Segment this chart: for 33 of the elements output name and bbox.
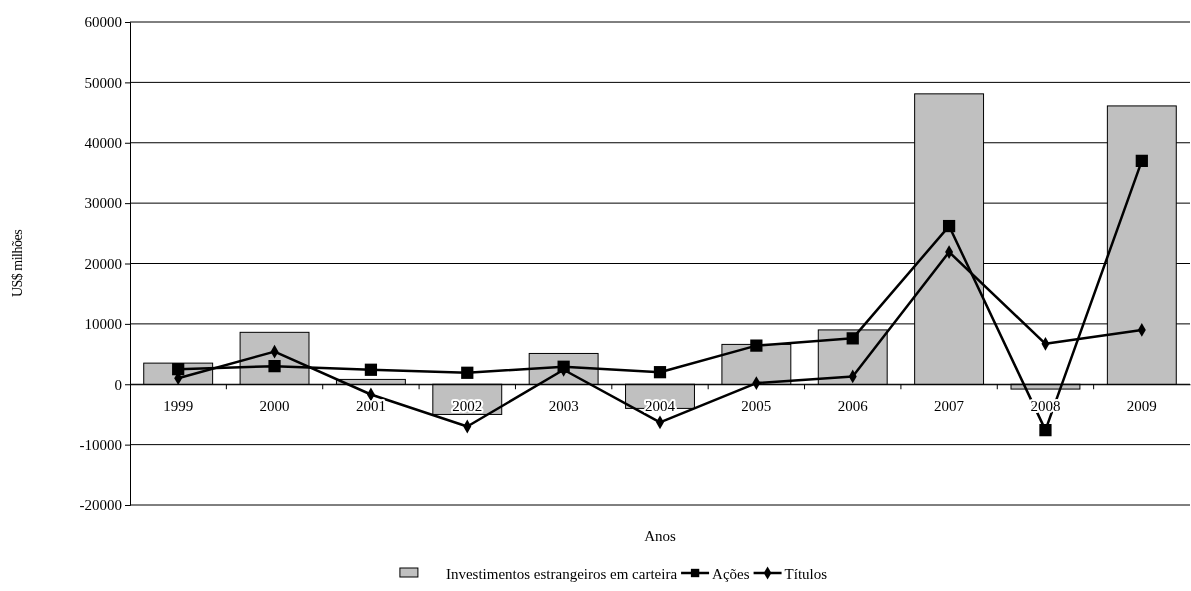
y-tick-label: 0 xyxy=(114,376,122,393)
point xyxy=(461,366,474,379)
y-tick-label: -20000 xyxy=(79,497,122,514)
point xyxy=(653,366,667,379)
y-tick-label: 30000 xyxy=(84,195,122,212)
y-tick-label: 50000 xyxy=(84,74,122,91)
y-tick-label: -10000 xyxy=(79,436,122,453)
y-tick-label: 60000 xyxy=(84,14,122,31)
legend-label: Títulos xyxy=(784,566,828,582)
x-tick-label: 2000 xyxy=(259,397,290,414)
x-tick-label: 2003 xyxy=(548,397,579,414)
x-tick-label: 1999 xyxy=(163,397,194,414)
y-tick-label: 20000 xyxy=(84,255,122,272)
y-axis-title: US$ milhões xyxy=(10,229,25,298)
point xyxy=(268,360,281,373)
x-tick-label: 2009 xyxy=(1126,397,1157,414)
point xyxy=(846,332,859,345)
point xyxy=(1135,154,1148,167)
legend-label: Ações xyxy=(712,566,750,582)
point xyxy=(172,363,185,376)
x-tick-label: 2001 xyxy=(355,397,386,414)
x-tick-label: 2002 xyxy=(452,397,483,414)
x-axis-title: Anos xyxy=(644,528,676,544)
x-tick-label: 2006 xyxy=(837,397,869,414)
x-tick-label: 2007 xyxy=(934,397,965,414)
legend-label: Investimentos estrangeiros em carteira xyxy=(445,566,678,582)
point xyxy=(1039,424,1052,437)
y-tick-label: 10000 xyxy=(84,316,122,333)
point xyxy=(942,219,956,233)
x-tick-label: 2005 xyxy=(741,397,772,414)
point xyxy=(750,339,763,352)
y-tick-label: 40000 xyxy=(84,135,122,152)
point xyxy=(364,363,378,376)
